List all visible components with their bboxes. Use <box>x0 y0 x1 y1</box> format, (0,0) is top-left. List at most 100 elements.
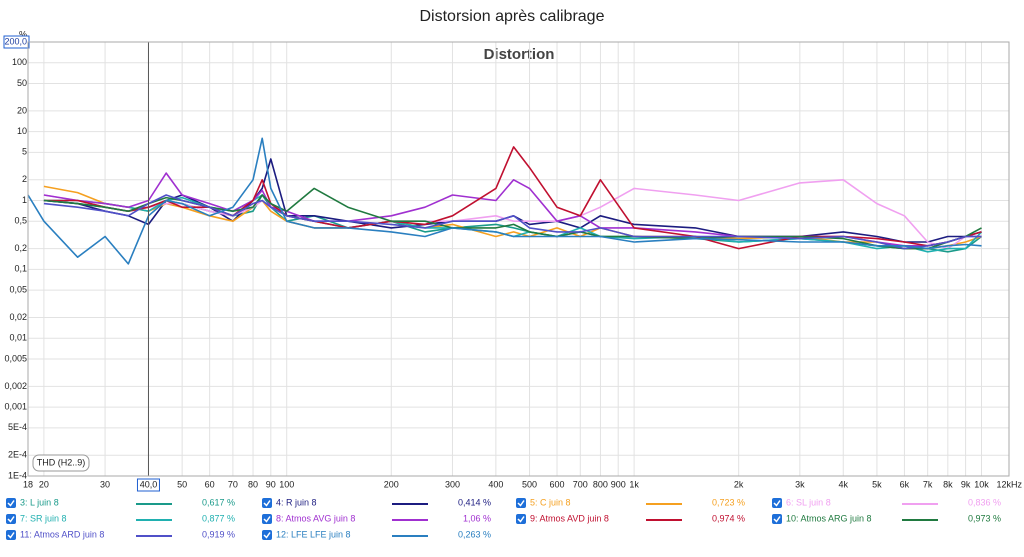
y-tick-label: 2E-4 <box>8 450 27 460</box>
legend-label: 6: SL juin 8 <box>786 497 831 507</box>
plot-frame <box>27 41 1010 477</box>
x-tick-label: 3k <box>795 479 805 489</box>
y-tick-label: 0,5 <box>14 216 27 226</box>
x-tick-label: 400 <box>488 479 503 489</box>
legend-label: 9: Atmos AVD juin 8 <box>530 513 609 523</box>
legend-readout: 1,06 % <box>463 513 491 523</box>
legend-label: 3: L juin 8 <box>20 497 59 507</box>
x-tick-label: 40,0 <box>140 479 158 489</box>
measure-label: THD (H2..9) <box>37 457 86 467</box>
legend-readout: 0,836 % <box>968 497 1001 507</box>
check-mark <box>7 516 15 523</box>
x-tick-label: 6k <box>900 479 910 489</box>
check-mark <box>773 516 781 523</box>
series-line <box>43 194 982 250</box>
x-tick-label: 200 <box>384 479 399 489</box>
plot-lines <box>27 137 983 265</box>
legend-checkbox[interactable] <box>6 530 16 540</box>
y-tick-label: 20 <box>17 105 27 115</box>
legend-checkbox[interactable] <box>772 514 782 524</box>
y-tick-label: 0,001 <box>4 401 27 411</box>
legend-label: 5: C juin 8 <box>530 497 571 507</box>
y-tick-label: 0,02 <box>9 312 27 322</box>
x-tick-label: 2k <box>734 479 744 489</box>
x-tick-label: 30 <box>100 479 110 489</box>
legend-label: 10: Atmos ARG juin 8 <box>786 513 872 523</box>
legend-readout: 0,974 % <box>712 513 745 523</box>
legend-checkbox[interactable] <box>6 514 16 524</box>
legend-checkbox[interactable] <box>516 514 526 524</box>
legend-checkbox[interactable] <box>262 530 272 540</box>
legend-checkbox[interactable] <box>262 498 272 508</box>
legend-readout: 0,263 % <box>458 529 491 539</box>
x-tick-label: 1k <box>629 479 639 489</box>
check-mark <box>263 532 271 539</box>
x-tick-label: 100 <box>279 479 294 489</box>
legend-label: 12: LFE LFE juin 8 <box>276 529 351 539</box>
legend-checkbox[interactable] <box>516 498 526 508</box>
check-mark <box>517 500 525 507</box>
check-mark <box>7 532 15 539</box>
y-tick-label: 5 <box>22 147 27 157</box>
series-line <box>43 146 982 250</box>
legend-checkbox[interactable] <box>6 498 16 508</box>
legend-readout: 0,617 % <box>202 497 235 507</box>
y-tick-label: 0,1 <box>14 264 27 274</box>
x-tick-label: 10k <box>974 479 989 489</box>
chart-title: Distorsion après calibrage <box>420 8 605 25</box>
legend-readout: 0,973 % <box>968 513 1001 523</box>
series-line <box>43 185 982 250</box>
y-tick-label: 200,0 <box>4 36 27 46</box>
x-tick-label: 20 <box>39 479 49 489</box>
x-tick-label: 90 <box>266 479 276 489</box>
y-tick-label: 0,005 <box>4 353 27 363</box>
x-tick-label: 80 <box>248 479 258 489</box>
axes: 200,0 100 50 20 10 5 2 1 0,5 0,2 0,1 0,05 0,02 0,01 0,… <box>3 35 1022 492</box>
y-tick-label: 0,2 <box>14 243 27 253</box>
x-tick-label: 8k <box>943 479 953 489</box>
measure-box <box>32 454 90 472</box>
legend-label: 7: SR juin 8 <box>20 513 67 523</box>
legend-label: 8: Atmos AVG juin 8 <box>276 513 355 523</box>
chart-subtitle: Distortion <box>484 46 555 63</box>
legend-readout: 0,723 % <box>712 497 745 507</box>
legend: 3: L juin 8 0,617 % 4: R juin 8 0,414 % 5: C… <box>6 497 1001 540</box>
legend-checkbox[interactable] <box>772 498 782 508</box>
y-tick-label: 2 <box>22 174 27 184</box>
x-tick-label: 7k <box>923 479 933 489</box>
x-tick-label: 4k <box>838 479 848 489</box>
check-mark <box>517 516 525 523</box>
x-tick-label: 18 <box>23 479 33 489</box>
x-tick-label: 900 <box>611 479 626 489</box>
y-unit: % <box>19 29 27 39</box>
x-tick-label: 700 <box>573 479 588 489</box>
check-mark <box>7 500 15 507</box>
y-tick-label: 0,05 <box>9 284 27 294</box>
y-tick-label: 5E-4 <box>8 422 27 432</box>
series-line <box>27 137 982 265</box>
legend-readout: 0,877 % <box>202 513 235 523</box>
y-tick-label: 1E-4 <box>8 470 27 480</box>
legend-readout: 0,414 % <box>458 497 491 507</box>
check-mark <box>263 500 271 507</box>
check-mark <box>263 516 271 523</box>
x-tick-label: 500 <box>522 479 537 489</box>
x-tick-label: 800 <box>593 479 608 489</box>
y-tick-label: 0,01 <box>9 333 27 343</box>
x-tick-label: 9k <box>961 479 971 489</box>
y-tick-label: 1 <box>22 195 27 205</box>
y-tick-label: 0,002 <box>4 381 27 391</box>
y-tick-label: 100 <box>12 57 27 67</box>
legend-checkbox[interactable] <box>262 514 272 524</box>
y-tick-label: 10 <box>17 126 27 136</box>
legend-readout: 0,919 % <box>202 529 235 539</box>
x-tick-label: 70 <box>228 479 238 489</box>
legend-label: 11: Atmos ARD juin 8 <box>20 529 104 539</box>
x-tick-label: 60 <box>205 479 215 489</box>
legend-label: 4: R juin 8 <box>276 497 317 507</box>
check-mark <box>773 500 781 507</box>
x-tick-label: 600 <box>550 479 565 489</box>
x-tick-label: 300 <box>445 479 460 489</box>
